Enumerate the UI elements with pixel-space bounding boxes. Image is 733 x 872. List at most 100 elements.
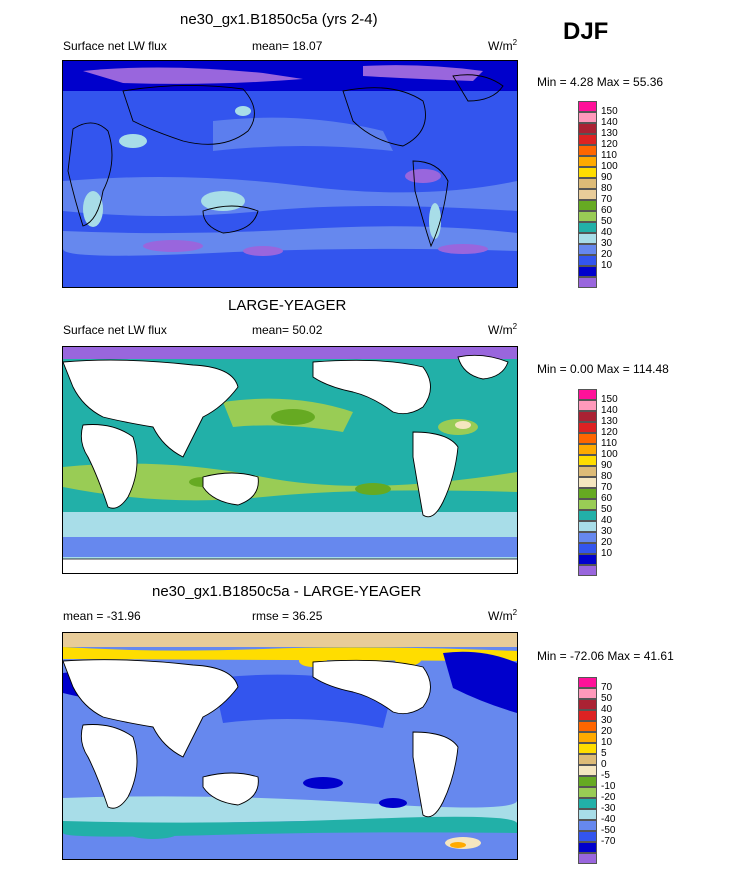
colorbar-swatch <box>578 200 597 211</box>
panel-3-title: ne30_gx1.B1850c5a - LARGE-YEAGER <box>152 583 422 600</box>
colorbar-tick-label: -20 <box>601 792 616 803</box>
colorbar-swatch <box>578 255 597 266</box>
colorbar-swatch <box>578 400 597 411</box>
colorbar-tick-label: -5 <box>601 770 610 781</box>
panel-1-units: W/m2 <box>488 38 518 53</box>
panel-1-variable-label: Surface net LW flux <box>63 39 167 53</box>
colorbar-swatch <box>578 688 597 699</box>
colorbar-tick-label: 20 <box>601 249 613 260</box>
colorbar-tick-label: 140 <box>601 117 618 128</box>
colorbar-tick-label: 10 <box>601 548 613 559</box>
colorbar-tick-label: 30 <box>601 526 613 537</box>
colorbar-swatch <box>578 222 597 233</box>
colorbar-swatch <box>578 233 597 244</box>
colorbar-tick-label: 30 <box>601 238 613 249</box>
colorbar-tick-label: 60 <box>601 205 613 216</box>
colorbar-swatch <box>578 156 597 167</box>
colorbar-swatch <box>578 853 597 864</box>
panel-1-mean-label: mean= 18.07 <box>252 39 323 53</box>
colorbar-tick-label: 20 <box>601 726 613 737</box>
colorbar-tick-label: 90 <box>601 172 613 183</box>
colorbar-swatch <box>578 842 597 853</box>
colorbar-swatch <box>578 189 597 200</box>
colorbar-tick-label: 40 <box>601 227 613 238</box>
colorbar-tick-label: 120 <box>601 427 618 438</box>
panel-3-rmse-label: rmse = 36.25 <box>252 609 323 623</box>
panel-3-map <box>62 632 518 860</box>
colorbar-swatch <box>578 554 597 565</box>
colorbar-tick-label: 50 <box>601 504 613 515</box>
colorbar-tick-label: -30 <box>601 803 616 814</box>
colorbar-tick-label: 70 <box>601 482 613 493</box>
colorbar-swatch <box>578 466 597 477</box>
colorbar-tick-label: 110 <box>601 438 617 449</box>
panel-1-map <box>62 60 518 288</box>
colorbar-tick-label: 50 <box>601 693 613 704</box>
colorbar-swatch <box>578 721 597 732</box>
panel-1-title: ne30_gx1.B1850c5a (yrs 2-4) <box>180 11 378 28</box>
colorbar-swatch <box>578 677 597 688</box>
colorbar-swatch <box>578 389 597 400</box>
colorbar-swatch <box>578 145 597 156</box>
colorbar-swatch <box>578 244 597 255</box>
colorbar-swatch <box>578 123 597 134</box>
colorbar-swatch <box>578 167 597 178</box>
colorbar-tick-label: 100 <box>601 449 618 460</box>
colorbar-swatch <box>578 798 597 809</box>
colorbar-swatch <box>578 510 597 521</box>
colorbar-tick-label: -50 <box>601 825 616 836</box>
colorbar-tick-label: 100 <box>601 161 618 172</box>
colorbar-swatch <box>578 477 597 488</box>
colorbar-tick-label: 80 <box>601 471 613 482</box>
colorbar-tick-label: 20 <box>601 537 613 548</box>
colorbar-swatch <box>578 754 597 765</box>
colorbar-tick-label: 60 <box>601 493 613 504</box>
colorbar-tick-label: 130 <box>601 128 618 139</box>
colorbar-tick-label: -10 <box>601 781 616 792</box>
panel-2-map <box>62 346 518 574</box>
panel-3-units: W/m2 <box>488 608 518 623</box>
colorbar-swatch <box>578 776 597 787</box>
panel-3-minmax: Min = -72.06 Max = 41.61 <box>537 649 674 663</box>
colorbar-tick-label: 10 <box>601 260 613 271</box>
colorbar-tick-label: 110 <box>601 150 617 161</box>
colorbar-swatch <box>578 422 597 433</box>
colorbar-swatch <box>578 499 597 510</box>
panel-2-units: W/m2 <box>488 322 518 337</box>
colorbar-swatch <box>578 809 597 820</box>
colorbar-swatch <box>578 211 597 222</box>
panel-1-minmax: Min = 4.28 Max = 55.36 <box>537 75 664 89</box>
colorbar-swatch <box>578 820 597 831</box>
colorbar-swatch <box>578 699 597 710</box>
colorbar-swatch <box>578 455 597 466</box>
colorbar-swatch <box>578 488 597 499</box>
colorbar-swatch <box>578 433 597 444</box>
colorbar-swatch <box>578 112 597 123</box>
panel-3-mean-label: mean = -31.96 <box>63 609 141 623</box>
colorbar-swatch <box>578 178 597 189</box>
colorbar-swatch <box>578 101 597 112</box>
colorbar-swatch <box>578 710 597 721</box>
colorbar-swatch <box>578 732 597 743</box>
colorbar-tick-label: 40 <box>601 515 613 526</box>
colorbar-tick-label: 140 <box>601 405 618 416</box>
colorbar-swatch <box>578 521 597 532</box>
colorbar-swatch <box>578 743 597 754</box>
panel-2-variable-label: Surface net LW flux <box>63 323 167 337</box>
colorbar-tick-label: 10 <box>601 737 613 748</box>
colorbar-tick-label: 40 <box>601 704 613 715</box>
colorbar-tick-label: 0 <box>601 759 607 770</box>
colorbar-swatch <box>578 277 597 288</box>
colorbar-tick-label: 70 <box>601 194 613 205</box>
colorbar-tick-label: 70 <box>601 682 613 693</box>
colorbar-tick-label: 30 <box>601 715 613 726</box>
panel-2-minmax: Min = 0.00 Max = 114.48 <box>537 362 669 376</box>
colorbar-swatch <box>578 765 597 776</box>
colorbar-tick-label: 50 <box>601 216 613 227</box>
colorbar-swatch <box>578 444 597 455</box>
panel-2-mean-label: mean= 50.02 <box>252 323 323 337</box>
season-label: DJF <box>563 18 609 45</box>
panel-2-title: LARGE-YEAGER <box>228 297 347 314</box>
colorbar-tick-label: -70 <box>601 836 616 847</box>
colorbar-tick-label: -40 <box>601 814 616 825</box>
